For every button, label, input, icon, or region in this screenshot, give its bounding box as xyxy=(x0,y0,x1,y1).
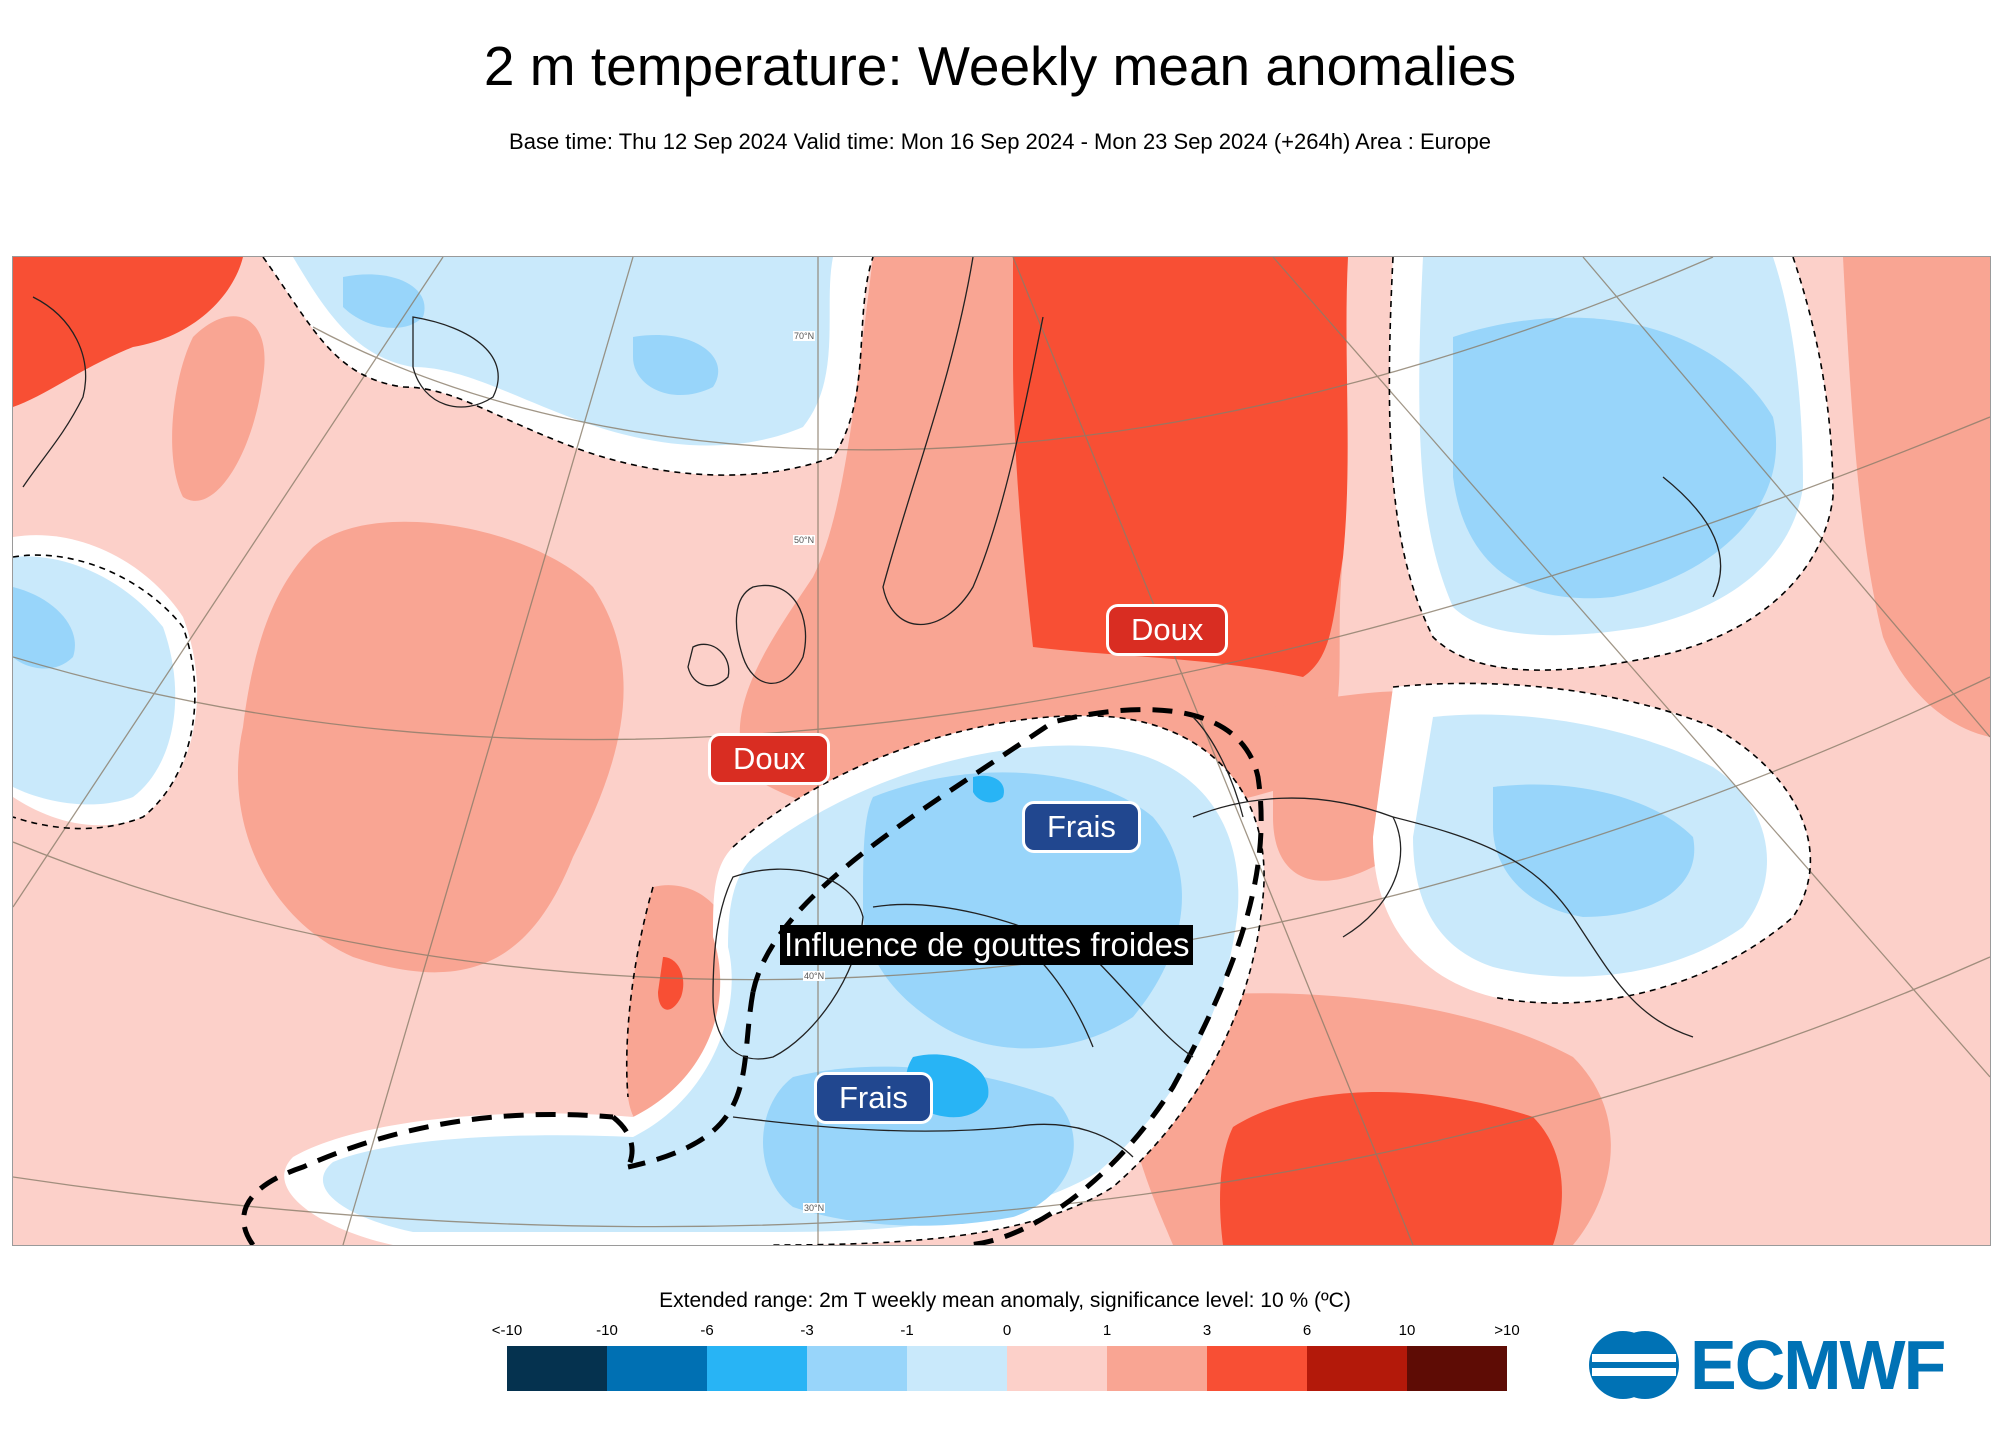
colorbar-title: Extended range: 2m T weekly mean anomaly… xyxy=(659,1289,1351,1312)
ecmwf-logo: ECMWF xyxy=(1588,1326,1968,1404)
colorbar-segment xyxy=(1207,1346,1307,1391)
colorbar-tick-label: 3 xyxy=(1202,1322,1212,1339)
doux-east-label: Doux xyxy=(1109,607,1226,653)
ecmwf-logo-icon xyxy=(1589,1331,1679,1399)
frais-central-label: Frais xyxy=(1025,804,1138,850)
colorbar-segment xyxy=(1107,1346,1207,1391)
colorbar-tick-label: <-10 xyxy=(491,1322,523,1339)
colorbar-segment xyxy=(807,1346,907,1391)
lat-label-30n: 30°N xyxy=(803,1203,826,1213)
colorbar-segment xyxy=(1307,1346,1407,1391)
ecmwf-logo-text: ECMWF xyxy=(1690,1326,1946,1404)
colorbar-segment xyxy=(1407,1346,1507,1391)
lat-label-70n: 70°N xyxy=(793,331,816,341)
lat-label-40n: 40°N xyxy=(803,971,826,981)
frais-south-label: Frais xyxy=(817,1075,930,1121)
colorbar-tick-label: -10 xyxy=(596,1322,618,1339)
colorbar-tick-label: -1 xyxy=(900,1322,914,1339)
colorbar-tick-label: 10 xyxy=(1398,1322,1416,1339)
colorbar-segment xyxy=(1007,1346,1107,1391)
colorbar-segment xyxy=(907,1346,1007,1391)
page-title: 2 m temperature: Weekly mean anomalies xyxy=(483,35,1517,97)
colorbar-tick-label: -3 xyxy=(800,1322,814,1339)
colorbar-tick-label: -6 xyxy=(700,1322,714,1339)
colorbar-segment xyxy=(607,1346,707,1391)
colorbar-tick-label: 1 xyxy=(1102,1322,1112,1339)
anomaly-field xyxy=(13,257,1990,1245)
colorbar-tick-label: 0 xyxy=(1002,1322,1012,1339)
page-subtitle: Base time: Thu 12 Sep 2024 Valid time: M… xyxy=(509,129,1491,154)
colorbar-segment xyxy=(507,1346,607,1391)
colorbar-tick-label: 6 xyxy=(1302,1322,1312,1339)
colorbar xyxy=(507,1346,1507,1391)
lat-label-50n: 50°N xyxy=(793,535,816,545)
colorbar-tick-label: >10 xyxy=(1494,1322,1520,1339)
doux-west-label: Doux xyxy=(711,736,828,782)
cold-drop-callout: Influence de gouttes froides xyxy=(780,925,1194,965)
colorbar-segment xyxy=(707,1346,807,1391)
anomaly-map: 70°N 50°N 40°N 30°N Doux Doux Frais Frai… xyxy=(12,256,1991,1246)
